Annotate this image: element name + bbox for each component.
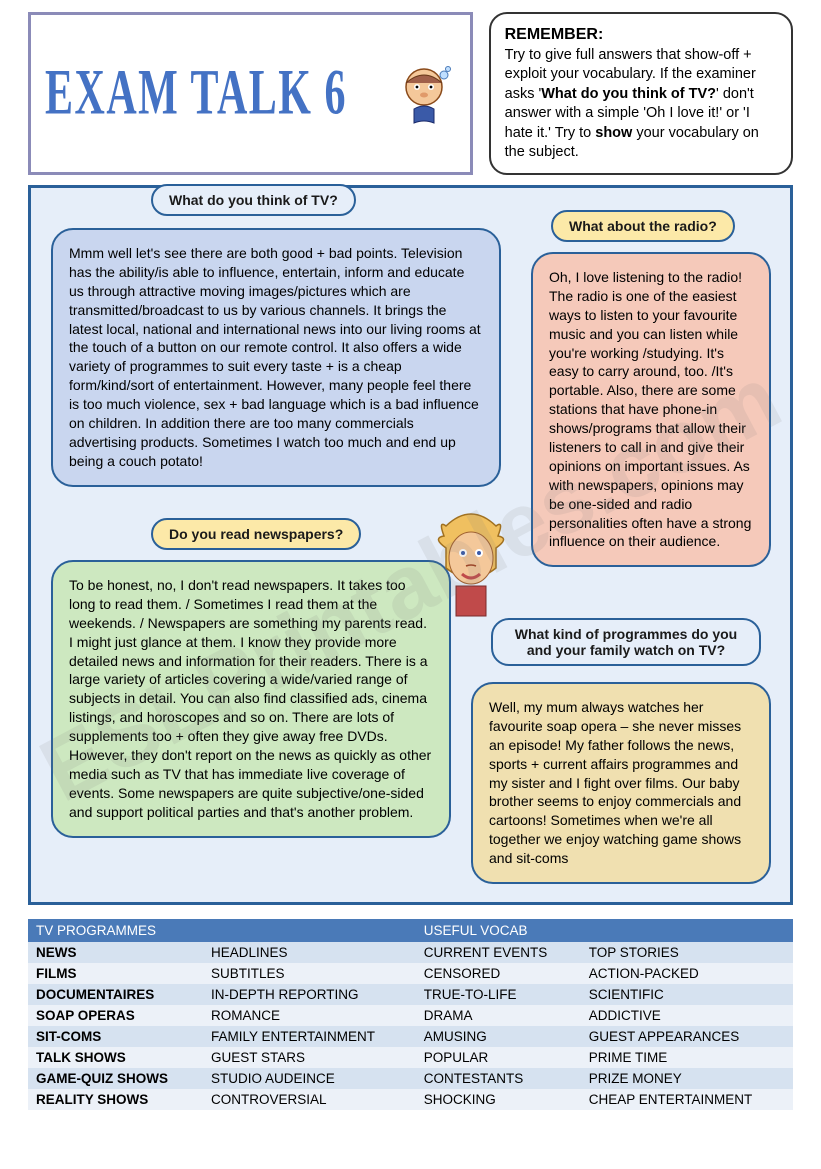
table-cell: FAMILY ENTERTAINMENT: [203, 1026, 416, 1047]
table-cell: ADDICTIVE: [581, 1005, 793, 1026]
table-cell: HEADLINES: [203, 942, 416, 963]
table-cell: SCIENTIFIC: [581, 984, 793, 1005]
face-icon: [426, 508, 516, 618]
table-cell: DRAMA: [416, 1005, 581, 1026]
table-cell: CENSORED: [416, 963, 581, 984]
table-cell: STUDIO AUDEINCE: [203, 1068, 416, 1089]
table-cell: ACTION-PACKED: [581, 963, 793, 984]
table-cell: SHOCKING: [416, 1089, 581, 1110]
main-panel: What do you think of TV? Mmm well let's …: [28, 185, 793, 905]
table-cell: IN-DEPTH REPORTING: [203, 984, 416, 1005]
table-cell: GAME-QUIZ SHOWS: [28, 1068, 203, 1089]
table-row: NEWSHEADLINESCURRENT EVENTSTOP STORIES: [28, 942, 793, 963]
question-newspapers: Do you read newspapers?: [151, 518, 361, 550]
table-row: SOAP OPERASROMANCEDRAMAADDICTIVE: [28, 1005, 793, 1026]
table-cell: SOAP OPERAS: [28, 1005, 203, 1026]
question-programmes: What kind of programmes do you and your …: [491, 618, 761, 666]
table-cell: TOP STORIES: [581, 942, 793, 963]
table-row: SIT-COMSFAMILY ENTERTAINMENTAMUSINGGUEST…: [28, 1026, 793, 1047]
remember-body: Try to give full answers that show-off +…: [505, 47, 759, 161]
table-cell: POPULAR: [416, 1047, 581, 1068]
question-radio: What about the radio?: [551, 210, 735, 242]
header-row: EXAM TALK 6 REMEMBER: Try to give full a…: [28, 12, 793, 175]
table-cell: AMUSING: [416, 1026, 581, 1047]
col-header: [581, 919, 793, 942]
table-cell: FILMS: [28, 963, 203, 984]
table-cell: SIT-COMS: [28, 1026, 203, 1047]
table-cell: NEWS: [28, 942, 203, 963]
table-row: TALK SHOWSGUEST STARSPOPULARPRIME TIME: [28, 1047, 793, 1068]
table-row: DOCUMENTAIRESIN-DEPTH REPORTINGTRUE-TO-L…: [28, 984, 793, 1005]
table-cell: CHEAP ENTERTAINMENT: [581, 1089, 793, 1110]
table-cell: CURRENT EVENTS: [416, 942, 581, 963]
table-cell: DOCUMENTAIRES: [28, 984, 203, 1005]
page-title: EXAM TALK 6: [45, 57, 347, 131]
col-header: [203, 919, 416, 942]
table-cell: SUBTITLES: [203, 963, 416, 984]
vocab-table: TV PROGRAMMES USEFUL VOCAB NEWSHEADLINES…: [28, 919, 793, 1110]
question-tv: What do you think of TV?: [151, 184, 356, 216]
answer-programmes: Well, my mum always watches her favourit…: [471, 682, 771, 884]
remember-box: REMEMBER: Try to give full answers that …: [489, 12, 793, 175]
table-row: REALITY SHOWSCONTROVERSIALSHOCKINGCHEAP …: [28, 1089, 793, 1110]
table-row: FILMSSUBTITLESCENSOREDACTION-PACKED: [28, 963, 793, 984]
table-cell: CONTESTANTS: [416, 1068, 581, 1089]
col-header: USEFUL VOCAB: [416, 919, 581, 942]
table-body: NEWSHEADLINESCURRENT EVENTSTOP STORIESFI…: [28, 942, 793, 1110]
table-cell: REALITY SHOWS: [28, 1089, 203, 1110]
table-cell: ROMANCE: [203, 1005, 416, 1026]
table-row: GAME-QUIZ SHOWSSTUDIO AUDEINCECONTESTANT…: [28, 1068, 793, 1089]
answer-radio: Oh, I love listening to the radio! The r…: [531, 252, 771, 567]
answer-newspapers: To be honest, no, I don't read newspaper…: [51, 560, 451, 838]
table-cell: TRUE-TO-LIFE: [416, 984, 581, 1005]
table-cell: PRIZE MONEY: [581, 1068, 793, 1089]
table-cell: GUEST STARS: [203, 1047, 416, 1068]
table-cell: GUEST APPEARANCES: [581, 1026, 793, 1047]
col-header: TV PROGRAMMES: [28, 919, 203, 942]
mascot-icon: [392, 61, 456, 125]
table-cell: PRIME TIME: [581, 1047, 793, 1068]
table-cell: TALK SHOWS: [28, 1047, 203, 1068]
table-cell: CONTROVERSIAL: [203, 1089, 416, 1110]
remember-heading: REMEMBER:: [505, 26, 604, 43]
table-header-row: TV PROGRAMMES USEFUL VOCAB: [28, 919, 793, 942]
answer-tv: Mmm well let's see there are both good +…: [51, 228, 501, 487]
title-box: EXAM TALK 6: [28, 12, 473, 175]
